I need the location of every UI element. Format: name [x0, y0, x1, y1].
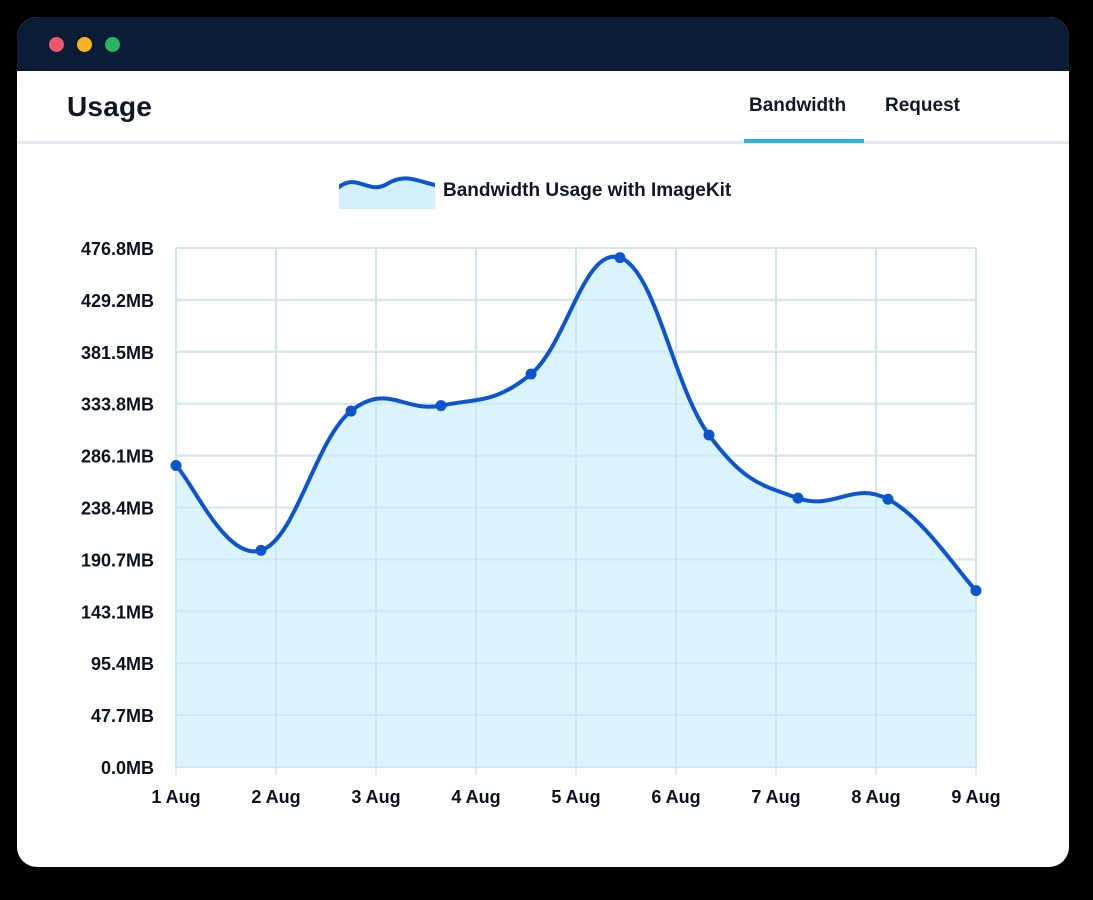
close-window-button[interactable] [49, 37, 64, 52]
data-point[interactable] [882, 493, 894, 505]
data-point[interactable] [792, 492, 804, 504]
y-tick-label: 381.5MB [81, 343, 154, 363]
y-tick-label: 143.1MB [81, 602, 154, 622]
y-tick-label: 333.8MB [81, 395, 154, 415]
x-tick-label: 6 Aug [651, 787, 700, 807]
legend-swatch-icon [339, 176, 435, 209]
x-tick-label: 3 Aug [351, 787, 400, 807]
data-point[interactable] [525, 368, 537, 380]
y-tick-label: 95.4MB [91, 654, 154, 674]
y-tick-label: 476.8MB [81, 239, 154, 259]
app-window: Usage Bandwidth Request Bandwidth Usage … [17, 17, 1069, 867]
x-tick-label: 1 Aug [151, 787, 200, 807]
y-tick-label: 286.1MB [81, 447, 154, 467]
y-tick-label: 0.0MB [101, 758, 154, 778]
x-tick-label: 2 Aug [251, 787, 300, 807]
minimize-window-button[interactable] [77, 37, 92, 52]
data-point[interactable] [170, 459, 182, 471]
active-tab-indicator [744, 139, 864, 143]
page-title: Usage [67, 91, 153, 122]
x-tick-label: 9 Aug [951, 787, 1000, 807]
y-tick-label: 190.7MB [81, 550, 154, 570]
x-tick-label: 5 Aug [551, 787, 600, 807]
tab-request[interactable]: Request [885, 95, 960, 116]
y-tick-label: 47.7MB [91, 706, 154, 726]
page-header: Usage Bandwidth Request [17, 71, 1069, 144]
data-point[interactable] [703, 429, 715, 441]
tab-bandwidth[interactable]: Bandwidth [749, 95, 847, 116]
maximize-window-button[interactable] [105, 37, 120, 52]
chart-legend[interactable]: Bandwidth Usage with ImageKit [339, 173, 731, 209]
data-point[interactable] [614, 252, 626, 264]
data-point[interactable] [345, 405, 357, 417]
data-point[interactable] [435, 400, 447, 412]
title-bar [17, 17, 1069, 71]
y-tick-label: 429.2MB [81, 291, 154, 311]
data-point[interactable] [970, 585, 982, 597]
x-tick-label: 7 Aug [751, 787, 800, 807]
series-line [174, 254, 978, 593]
x-tick-label: 4 Aug [451, 787, 500, 807]
y-tick-label: 238.4MB [81, 499, 154, 519]
x-tick-label: 8 Aug [851, 787, 900, 807]
bandwidth-chart: 0.0MB 47.7MB 95.4MB 143.1MB 190.7MB 238.4MB 28… [81, 239, 1001, 807]
legend-label: Bandwidth Usage with ImageKit [443, 180, 732, 201]
data-point[interactable] [255, 544, 267, 556]
